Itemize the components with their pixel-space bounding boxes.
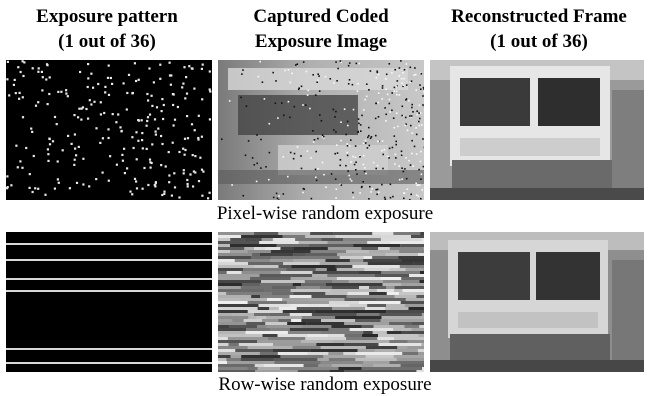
row-caption-row-wise: Row-wise random exposure <box>218 374 432 395</box>
header-line: Reconstructed Frame <box>451 6 627 27</box>
column-header-exposure-pattern: Exposure pattern (1 out of 36) <box>0 4 214 54</box>
column-header-reconstructed-frame: Reconstructed Frame (1 out of 36) <box>428 4 650 54</box>
header-line: (1 out of 36) <box>490 31 588 52</box>
header-line: Captured Coded <box>253 6 389 27</box>
column-header-coded-image: Captured Coded Exposure Image <box>214 4 428 54</box>
pixel-wise-coded-exposure-image <box>218 60 424 200</box>
row-wise-coded-exposure-image <box>218 232 424 372</box>
row-wise-reconstructed-frame <box>430 232 644 372</box>
header-line: Exposure Image <box>254 31 388 52</box>
header-line: (1 out of 36) <box>58 31 156 52</box>
row-caption-pixel-wise: Pixel-wise random exposure <box>216 203 434 224</box>
row-wise-exposure-pattern-image <box>6 232 212 372</box>
pixel-wise-reconstructed-frame <box>430 60 644 200</box>
pixel-wise-exposure-pattern-image <box>6 60 212 200</box>
header-line: Exposure pattern <box>36 6 178 27</box>
